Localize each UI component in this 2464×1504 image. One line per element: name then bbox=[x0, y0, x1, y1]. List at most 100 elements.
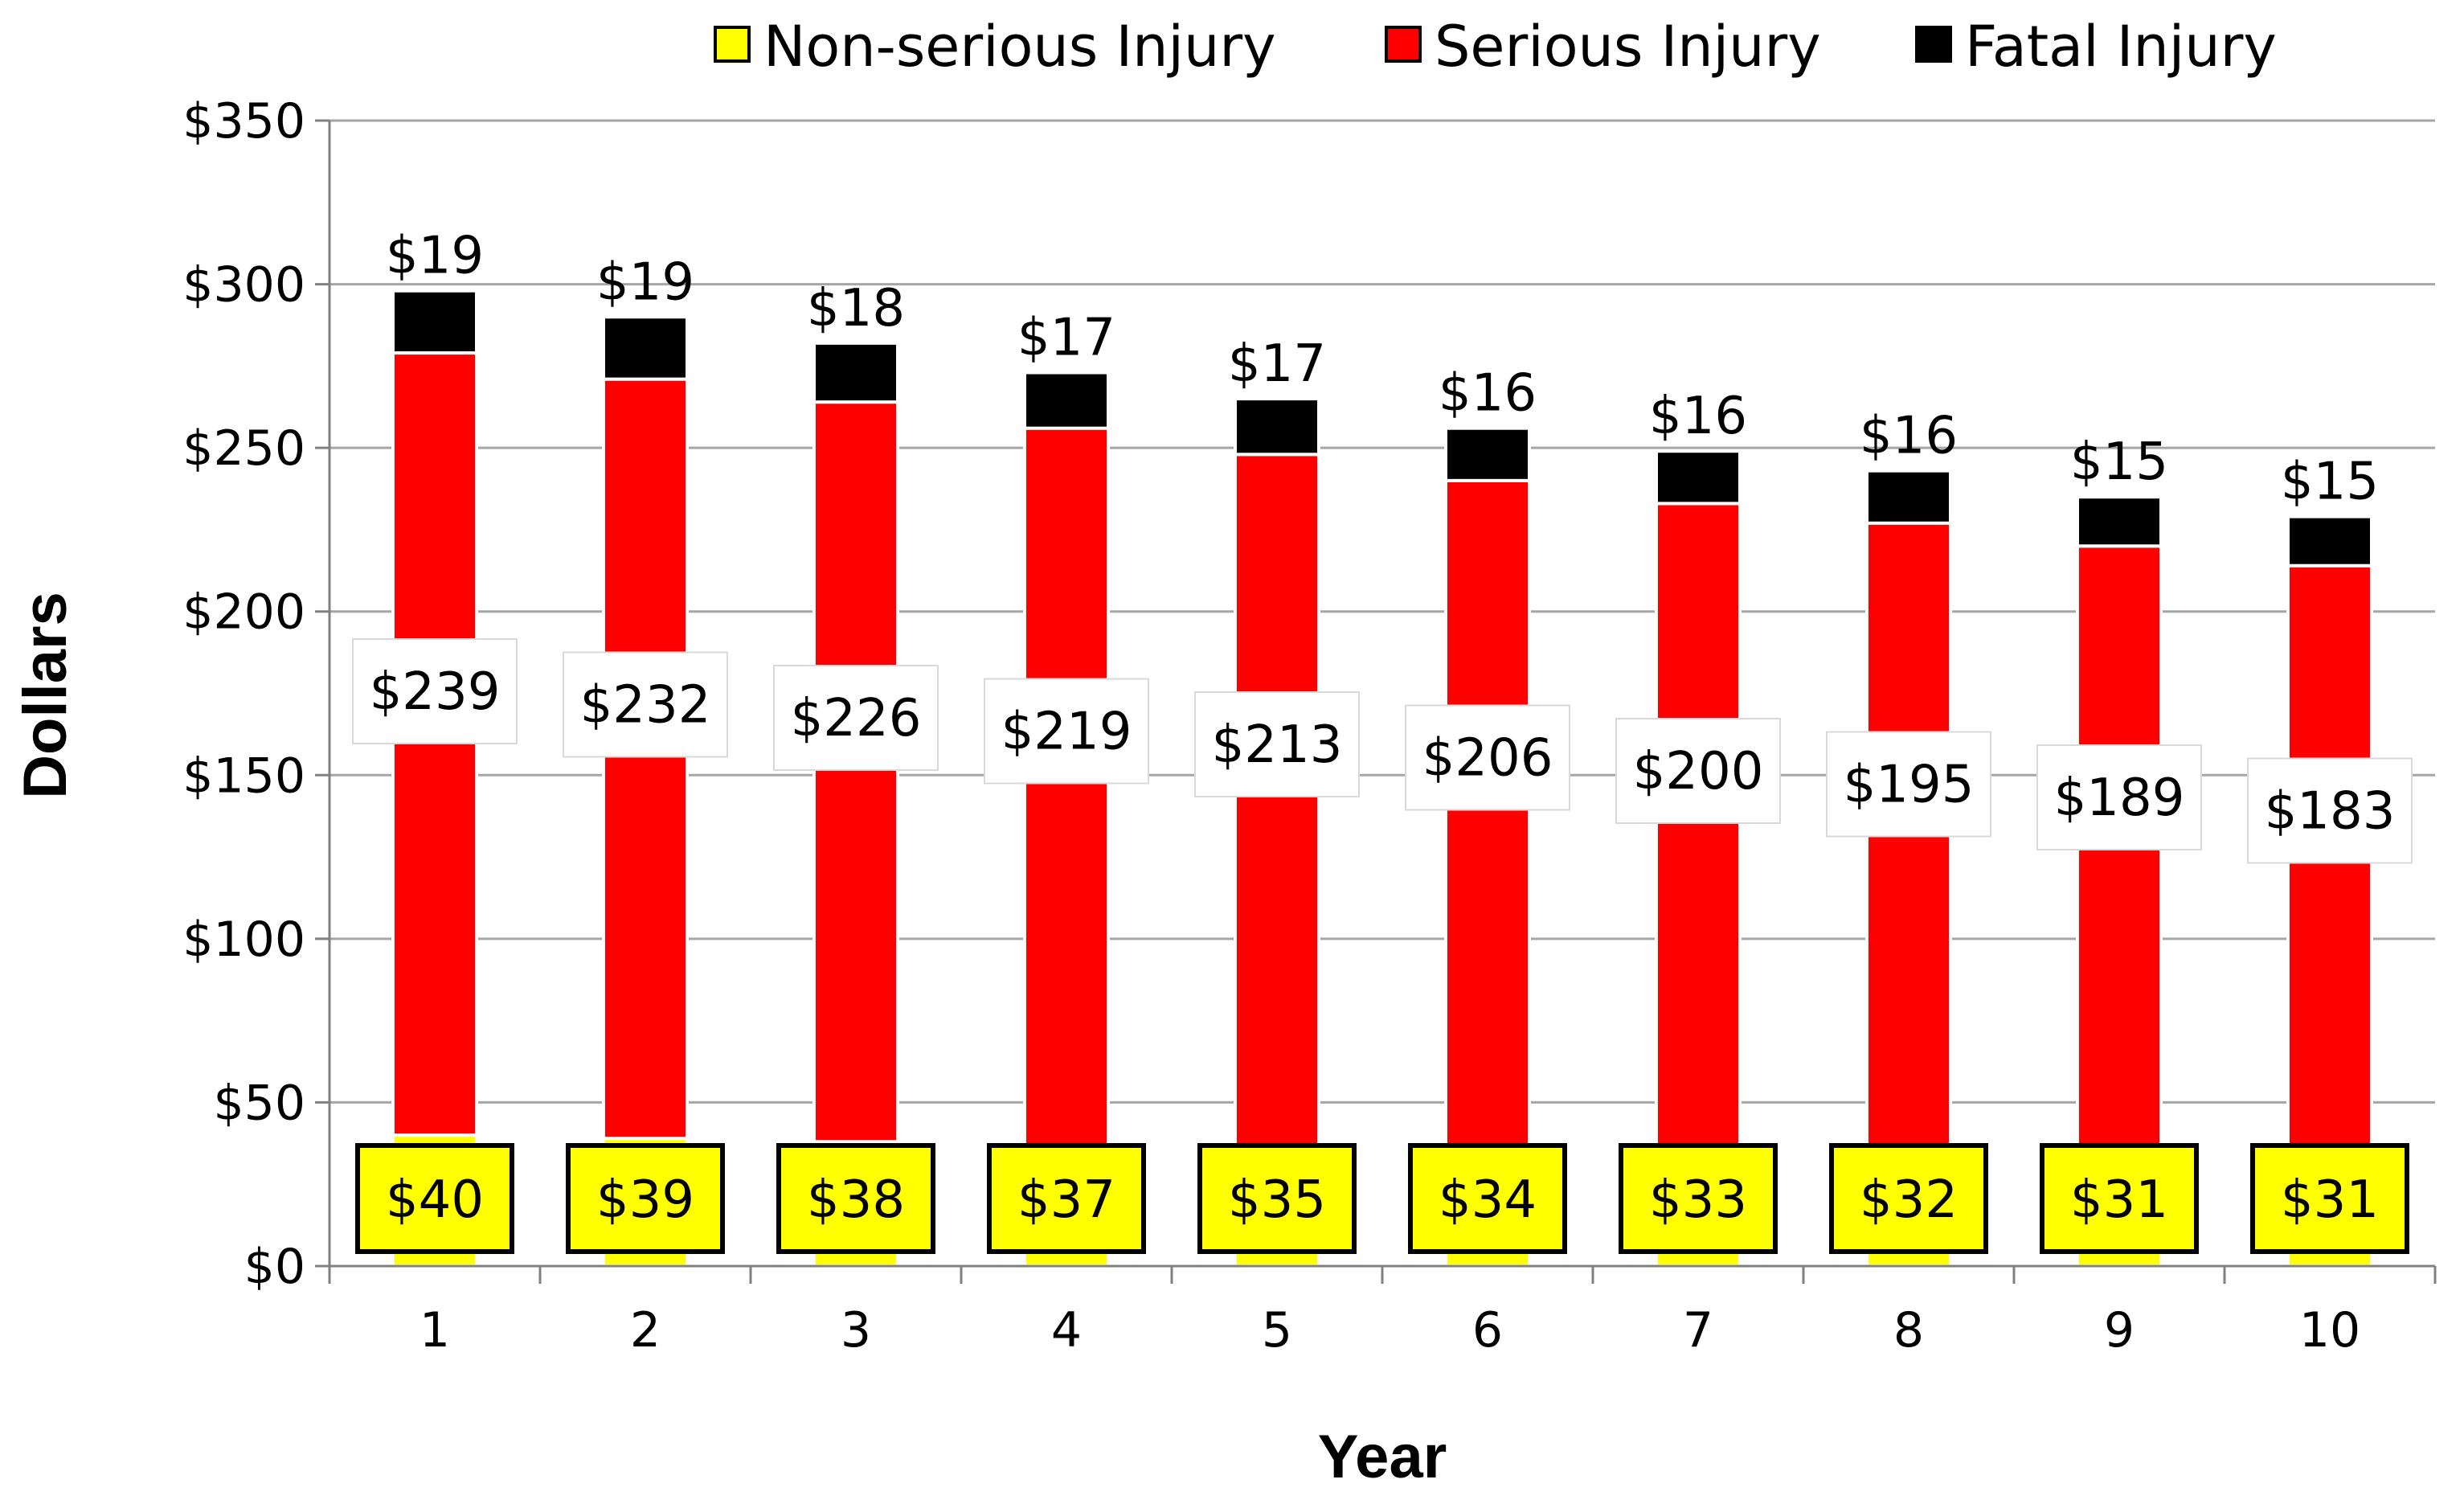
x-tick-label: 9 bbox=[2104, 1302, 2135, 1359]
data-label-non-serious: $40 bbox=[386, 1170, 484, 1230]
data-label-box bbox=[2250, 1143, 2409, 1254]
x-tick-label: 4 bbox=[1051, 1302, 1082, 1359]
bar-serious-injury-year-5 bbox=[1234, 453, 1320, 1154]
data-label-non-serious: $31 bbox=[2281, 1170, 2379, 1230]
data-label-non-serious: $38 bbox=[807, 1170, 905, 1230]
data-label-fatal: $18 bbox=[807, 279, 905, 338]
data-label-box bbox=[2247, 757, 2413, 864]
legend: Non-serious Injury Serious Injury Fatal In… bbox=[714, 14, 2277, 80]
data-label-fatal: $19 bbox=[386, 227, 484, 286]
data-label-fatal: $15 bbox=[2281, 453, 2379, 512]
data-label-box bbox=[2036, 744, 2202, 850]
data-label-non-serious: $33 bbox=[1649, 1170, 1747, 1230]
data-label-serious: $213 bbox=[1212, 715, 1343, 775]
data-label-box bbox=[987, 1143, 1146, 1254]
x-tick-label: 5 bbox=[1262, 1302, 1292, 1359]
data-label-box bbox=[566, 1143, 725, 1254]
bar-serious-injury-year-9 bbox=[2076, 544, 2163, 1166]
legend-swatch bbox=[1915, 26, 1952, 63]
bar-fatal-injury-year-10 bbox=[2286, 514, 2373, 568]
y-tick-label: $50 bbox=[213, 1075, 305, 1131]
data-label-box bbox=[1405, 704, 1570, 811]
data-label-serious: $239 bbox=[370, 662, 501, 722]
y-tick-label: $250 bbox=[182, 420, 305, 477]
data-label-serious: $183 bbox=[2265, 782, 2396, 842]
data-label-non-serious: $31 bbox=[2070, 1170, 2168, 1230]
bar-fatal-injury-year-7 bbox=[1655, 449, 1742, 506]
bar-serious-injury-year-8 bbox=[1865, 521, 1952, 1163]
x-tick-label: 7 bbox=[1683, 1302, 1713, 1359]
data-label-box bbox=[1194, 691, 1360, 797]
data-label-fatal: $17 bbox=[1228, 334, 1326, 394]
data-label-serious: $195 bbox=[1844, 756, 1975, 815]
data-labels: $40 $239 $19 $39 $232 $19 $38 $226 $18 $37 $219 $17… bbox=[352, 227, 2413, 1254]
data-label-serious: $226 bbox=[791, 689, 922, 748]
data-label-box bbox=[355, 1143, 514, 1254]
y-axis-title: Dollars bbox=[11, 592, 80, 799]
y-tick-label: $150 bbox=[182, 748, 305, 804]
legend-label: Fatal Injury bbox=[1965, 14, 2277, 80]
bar-serious-injury-year-10 bbox=[2286, 563, 2373, 1166]
x-tick-label: 8 bbox=[1893, 1302, 1924, 1359]
data-label-box bbox=[1829, 1143, 1988, 1254]
data-label-non-serious: $37 bbox=[1017, 1170, 1115, 1230]
bar-serious-injury-year-6 bbox=[1444, 478, 1531, 1157]
data-label-box bbox=[1408, 1143, 1567, 1254]
legend-swatch bbox=[714, 26, 751, 63]
data-label-fatal: $17 bbox=[1017, 309, 1115, 368]
data-label-box bbox=[352, 638, 518, 744]
data-label-fatal: $16 bbox=[1649, 387, 1747, 446]
data-label-non-serious: $34 bbox=[1439, 1170, 1537, 1230]
legend-label: Non-serious Injury bbox=[763, 14, 1276, 80]
legend-swatch bbox=[1385, 26, 1422, 63]
bar-fatal-injury-year-6 bbox=[1444, 426, 1531, 482]
data-label-fatal: $19 bbox=[596, 252, 694, 312]
data-label-non-serious: $35 bbox=[1228, 1170, 1326, 1230]
x-tick-label: 1 bbox=[420, 1302, 450, 1359]
data-label-fatal: $16 bbox=[1860, 407, 1958, 466]
data-label-fatal: $16 bbox=[1439, 364, 1537, 424]
data-label-box bbox=[1615, 718, 1781, 824]
bar-serious-injury-year-4 bbox=[1023, 426, 1110, 1147]
bar-fatal-injury-year-8 bbox=[1865, 469, 1952, 525]
x-tick-label: 10 bbox=[2299, 1302, 2360, 1359]
y-tick-label: $0 bbox=[244, 1239, 305, 1295]
bar-fatal-injury-year-9 bbox=[2076, 495, 2163, 548]
data-label-box bbox=[2040, 1143, 2199, 1254]
x-tick-label: 6 bbox=[1472, 1302, 1503, 1359]
data-label-box bbox=[1826, 731, 1991, 838]
data-label-box bbox=[1619, 1143, 1778, 1254]
data-label-fatal: $15 bbox=[2070, 432, 2168, 492]
data-label-box bbox=[776, 1143, 935, 1254]
x-tick-label: 3 bbox=[841, 1302, 871, 1359]
y-tick-label: $200 bbox=[182, 584, 305, 641]
bar-fatal-injury-year-2 bbox=[602, 315, 689, 381]
data-label-serious: $206 bbox=[1422, 729, 1553, 789]
y-tick-label: $100 bbox=[182, 912, 305, 968]
x-axis-title: Year bbox=[1318, 1423, 1447, 1491]
bar-serious-injury-year-7 bbox=[1655, 502, 1742, 1160]
bar-serious-injury-year-3 bbox=[812, 400, 899, 1144]
data-label-serious: $232 bbox=[580, 676, 711, 736]
data-label-non-serious: $39 bbox=[596, 1170, 694, 1230]
x-tick-label: 2 bbox=[630, 1302, 661, 1359]
bar-fatal-injury-year-4 bbox=[1023, 371, 1110, 430]
data-label-box bbox=[773, 665, 939, 771]
data-label-serious: $189 bbox=[2054, 768, 2185, 828]
data-label-serious: $200 bbox=[1633, 742, 1764, 801]
y-tick-label: $350 bbox=[182, 93, 305, 150]
bar-serious-injury-year-2 bbox=[602, 377, 689, 1141]
axes: $0 $50 $100 $150 $200 $250 $300 $350 1 2 3 4 5 6 7 8 9 10 bbox=[182, 93, 2437, 1359]
data-label-serious: $219 bbox=[1001, 703, 1132, 762]
bar-fatal-injury-year-3 bbox=[812, 341, 899, 404]
bar-fatal-injury-year-1 bbox=[391, 289, 478, 355]
data-label-box bbox=[563, 651, 728, 758]
bar-fatal-injury-year-5 bbox=[1234, 397, 1320, 457]
legend-label: Serious Injury bbox=[1435, 14, 1821, 80]
y-tick-label: $300 bbox=[182, 257, 305, 314]
data-label-box bbox=[984, 678, 1149, 785]
data-label-non-serious: $32 bbox=[1860, 1170, 1958, 1230]
data-label-box bbox=[1197, 1143, 1357, 1254]
